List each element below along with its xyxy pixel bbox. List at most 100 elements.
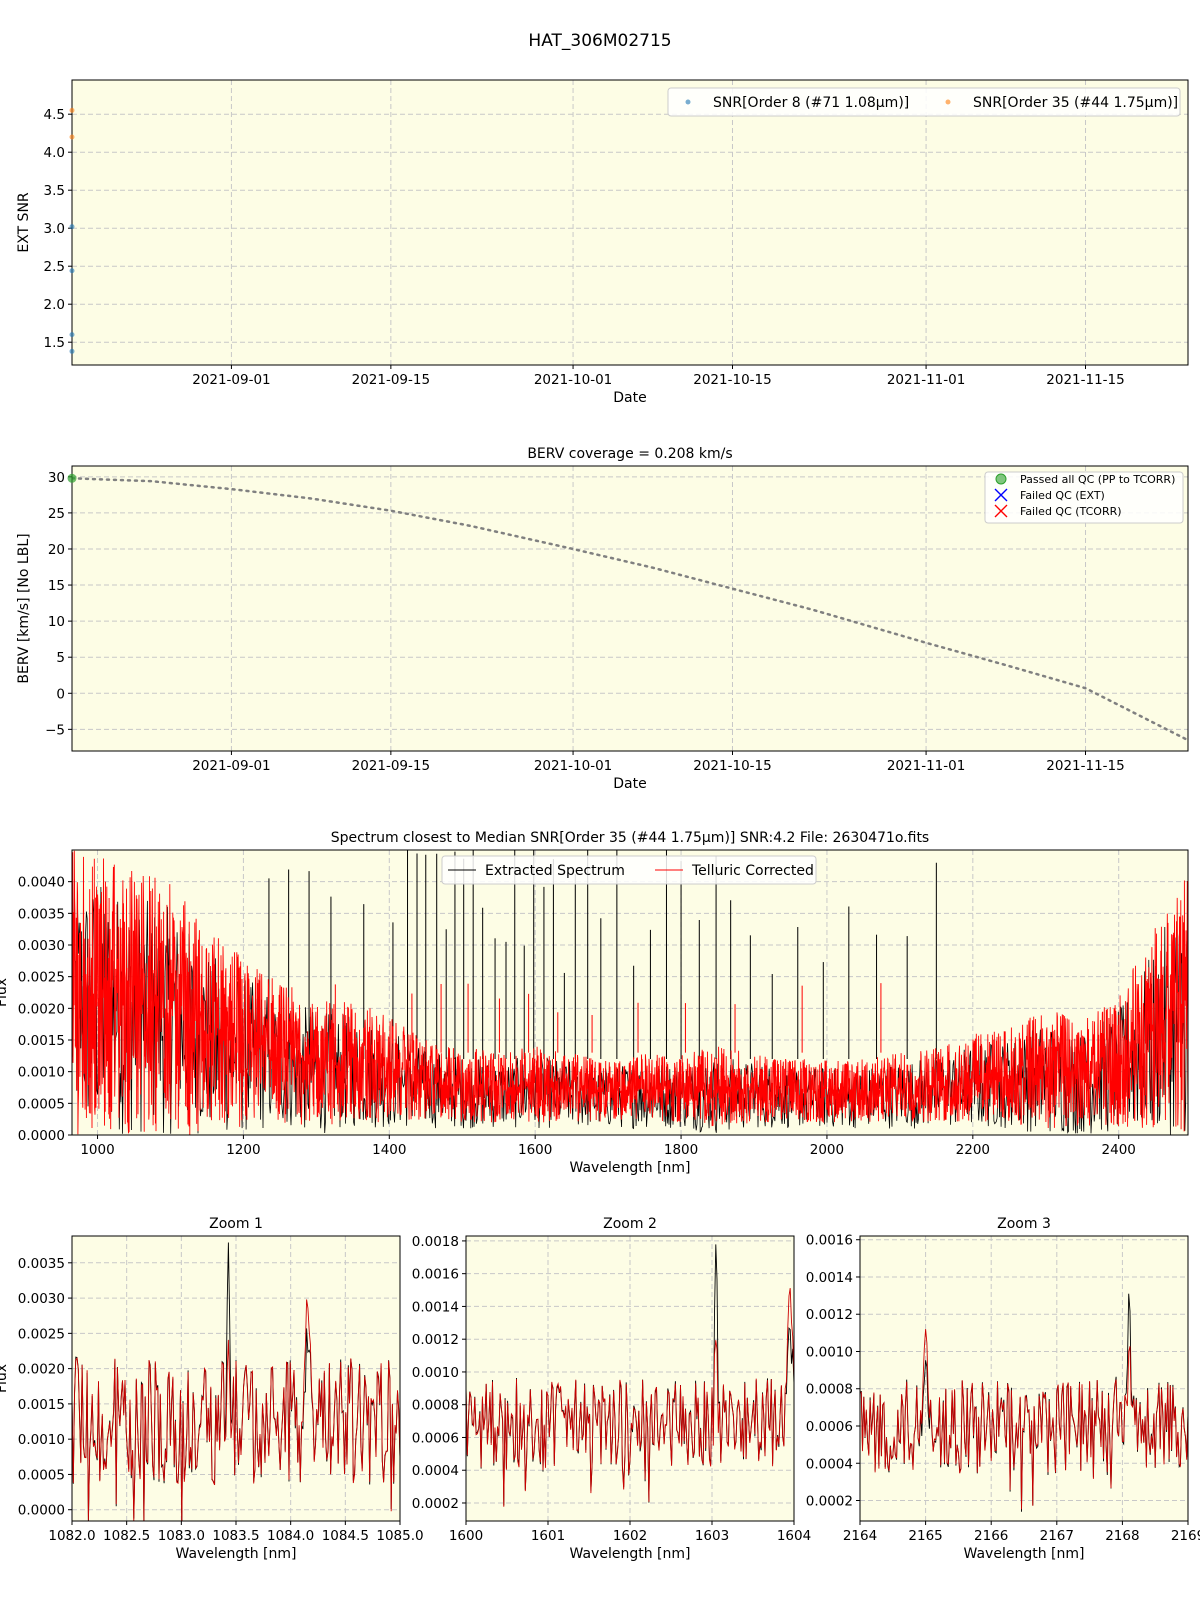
berv-xtick-label: 2021-09-01 [192,758,270,774]
spectrum-ticks: 1000 1200 1400 1600 1800 2000 2200 2400 0.0000 0.… [18,875,1136,1158]
snr-legend-label: SNR[Order 35 (#44 1.75μm)] [973,95,1178,111]
zoom1-xtick-label: 1082.0 [48,1528,95,1544]
spectrum-ytick-label: 0.0030 [18,938,65,954]
zoom2-ytick-label: 0.0012 [412,1332,459,1348]
berv-xtick-label: 2021-09-15 [352,758,430,774]
snr-legend-marker [685,99,691,105]
zoom1-xtick-label: 1082.5 [103,1528,150,1544]
berv-ytick-label: 10 [48,614,65,630]
zoom2-plot-layer [466,1244,794,1507]
zoom2-ytick-label: 0.0008 [412,1398,459,1414]
snr-ytick-label: 4.0 [44,145,65,161]
berv-curve [72,477,1188,742]
panel-zoom3: 2164 2165 2166 2167 2168 2169 0.0002 0.0004 0.00… [806,1216,1200,1562]
spectrum-title: Spectrum closest to Median SNR[Order 35 … [331,830,929,846]
snr-plot-area [72,80,1188,365]
zoom3-xtick-label: 2168 [1105,1528,1139,1544]
zoom3-ytick-label: 0.0016 [806,1233,853,1249]
zoom3-telluric-line [860,1329,1188,1510]
zoom3-xtick-label: 2167 [1040,1528,1074,1544]
snr-point-series0 [69,224,75,230]
berv-legend-label: Failed QC (TCORR) [1020,505,1122,518]
snr-xtick-label: 2021-10-01 [534,372,612,388]
spectrum-ytick-label: 0.0040 [18,875,65,891]
zoom1-ytick-label: 0.0020 [18,1362,65,1378]
spectrum-ytick-label: 0.0025 [18,970,65,986]
spectrum-xtick-label: 1600 [518,1142,552,1158]
berv-xtick-label: 2021-11-15 [1046,758,1124,774]
zoom1-ytick-label: 0.0000 [18,1503,65,1519]
panel-snr: 2021-09-01 2021-09-15 2021-10-01 2021-10-15… [16,79,1189,406]
berv-ytick-label: −5 [45,722,65,738]
zoom2-ytick-label: 0.0016 [412,1267,459,1283]
snr-xtick-label: 2021-09-01 [192,372,270,388]
zoom2-telluric-line [466,1288,794,1507]
spectrum-ytick-label: 0.0015 [18,1033,65,1049]
berv-xlabel: Date [613,776,646,792]
snr-point-series1 [69,107,75,113]
figure-title: HAT_306M02715 [528,31,671,51]
zoom3-xlabel: Wavelength [nm] [964,1546,1085,1562]
spectrum-ytick-label: 0.0000 [18,1128,65,1144]
zoom3-plot-layer [860,1293,1188,1512]
berv-xtick-label: 2021-10-01 [534,758,612,774]
zoom2-xtick-label: 1602 [613,1528,647,1544]
snr-xtick-label: 2021-10-15 [693,372,771,388]
zoom1-ytick-label: 0.0010 [18,1432,65,1448]
berv-ylabel: BERV [km/s] [No LBL] [16,533,32,683]
zoom3-ytick-label: 0.0012 [806,1307,853,1323]
zoom3-ytick-label: 0.0006 [806,1419,853,1435]
zoom3-xtick-label: 2165 [908,1528,942,1544]
snr-ytick-label: 3.5 [44,183,65,199]
zoom1-ytick-label: 0.0025 [18,1326,65,1342]
berv-ytick-label: 25 [48,506,65,522]
berv-xtick-label: 2021-11-01 [887,758,965,774]
berv-legend-marker [994,488,1008,502]
spectrum-ylabel: Flux [0,978,10,1007]
spectrum-xtick-label: 1400 [372,1142,406,1158]
zoom2-plot-area [466,1236,794,1521]
zoom2-xlabel: Wavelength [nm] [570,1546,691,1562]
spectrum-xtick-label: 1200 [226,1142,260,1158]
snr-xtick-label: 2021-11-15 [1046,372,1124,388]
berv-plot-layer [72,477,1188,742]
zoom2-ytick-label: 0.0010 [412,1365,459,1381]
berv-title: BERV coverage = 0.208 km/s [527,446,732,462]
snr-ytick-label: 4.5 [44,107,65,123]
zoom1-xtick-label: 1083.0 [158,1528,205,1544]
zoom3-frame [859,1235,1189,1522]
panel-spectrum: 1000 1200 1400 1600 1800 2000 2200 2400 0.0000 0.… [0,830,1189,1176]
spectrum-xlabel: Wavelength [nm] [570,1160,691,1176]
panels-container: 2021-09-01 2021-09-15 2021-10-01 2021-10-15… [0,79,1200,1562]
zoom3-ytick-label: 0.0010 [806,1344,853,1360]
zoom3-xtick-label: 2166 [974,1528,1008,1544]
zoom3-ytick-label: 0.0002 [806,1494,853,1510]
panel-zoom1: 1082.0 1082.5 1083.0 1083.5 1084.0 1084.5 1085… [0,1216,424,1562]
berv-legend-label: Passed all QC (PP to TCORR) [1020,473,1175,486]
spectrum-ytick-label: 0.0005 [18,1096,65,1112]
zoom2-xtick-label: 1600 [449,1528,483,1544]
snr-ytick-label: 2.5 [44,259,65,275]
zoom3-plot-area [860,1236,1188,1521]
zoom1-telluric-line [72,1299,400,1521]
berv-legend-marker [995,473,1007,485]
zoom2-grid [465,1236,795,1521]
zoom2-ticks: 1600 1601 1602 1603 1604 0.0002 0.0004 0.0006 0.… [412,1234,811,1544]
zoom3-ytick-label: 0.0014 [806,1270,853,1286]
snr-point-series0 [69,348,75,354]
berv-passed-point [67,473,77,483]
spectrum-xtick-label: 2200 [956,1142,990,1158]
berv-ytick-label: 20 [48,542,65,558]
zoom2-xtick-label: 1603 [695,1528,729,1544]
snr-xtick-label: 2021-11-01 [887,372,965,388]
snr-ytick-label: 2.0 [44,297,65,313]
zoom1-ylabel: Flux [0,1364,10,1393]
snr-xtick-label: 2021-09-15 [352,372,430,388]
snr-ytick-label: 1.5 [44,335,65,351]
zoom3-ytick-label: 0.0004 [806,1456,853,1472]
zoom2-ytick-label: 0.0006 [412,1430,459,1446]
snr-point-series0 [69,268,75,274]
zoom2-ytick-label: 0.0014 [412,1299,459,1315]
zoom1-plot-layer [72,1242,400,1521]
snr-legend-label: SNR[Order 8 (#71 1.08μm)] [713,95,909,111]
